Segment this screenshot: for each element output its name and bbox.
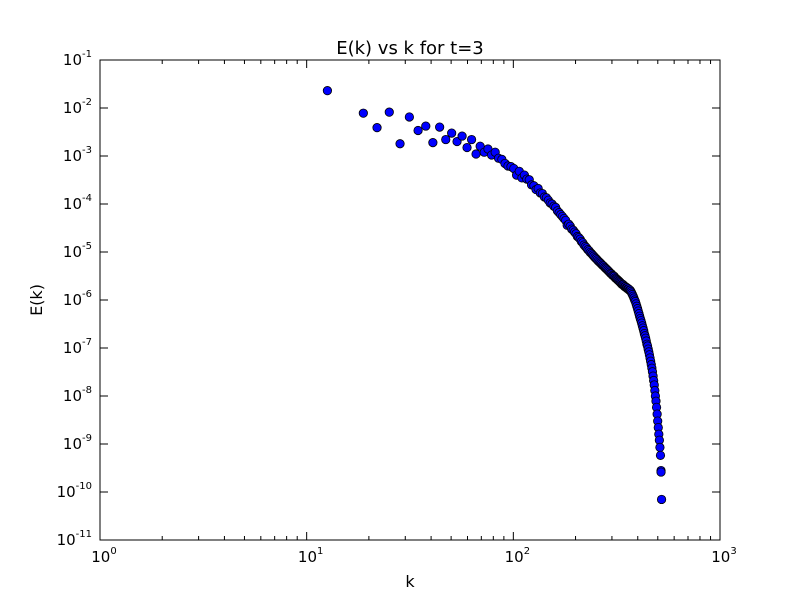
x-tick-label: 100 bbox=[91, 546, 116, 566]
data-point bbox=[428, 138, 438, 148]
y-tick-label: 10-11 bbox=[57, 529, 92, 549]
y-tick-label: 10-2 bbox=[63, 97, 92, 117]
y-tick-label: 10-1 bbox=[63, 49, 92, 69]
data-point bbox=[447, 128, 457, 138]
y-tick-label: 10-9 bbox=[63, 433, 92, 453]
data-point bbox=[655, 442, 665, 452]
data-point bbox=[404, 112, 414, 122]
x-tick-label: 102 bbox=[505, 546, 530, 566]
data-point bbox=[462, 142, 472, 153]
plot-area bbox=[99, 59, 721, 541]
data-point bbox=[466, 134, 477, 145]
x-tick-label: 103 bbox=[711, 546, 736, 566]
y-tick-label: 10-5 bbox=[63, 241, 92, 261]
y-tick-label: 10-10 bbox=[57, 481, 92, 501]
data-point bbox=[322, 86, 333, 96]
data-point bbox=[358, 108, 368, 118]
data-points bbox=[322, 86, 667, 505]
data-point bbox=[656, 467, 666, 477]
data-point bbox=[457, 131, 467, 141]
y-tick-label: 10-8 bbox=[63, 385, 92, 405]
data-point bbox=[435, 122, 445, 132]
data-point bbox=[656, 494, 667, 505]
data-point bbox=[372, 123, 382, 133]
data-point bbox=[384, 107, 394, 117]
data-point bbox=[421, 121, 431, 131]
y-tick-label: 10-7 bbox=[63, 337, 92, 357]
chart-title: E(k) vs k for t=3 bbox=[336, 38, 484, 59]
y-tick-label: 10-3 bbox=[63, 145, 92, 165]
y-tick-label: 10-6 bbox=[63, 289, 92, 309]
y-tick-label: 10-4 bbox=[63, 193, 92, 213]
data-point bbox=[471, 149, 481, 159]
data-point bbox=[655, 450, 666, 460]
x-axis-label: k bbox=[405, 572, 415, 591]
data-point bbox=[441, 134, 451, 145]
data-point bbox=[395, 139, 405, 149]
data-point bbox=[413, 125, 423, 136]
x-tick-label: 101 bbox=[298, 546, 323, 566]
y-axis-label: E(k) bbox=[27, 284, 46, 316]
axis-ticks: 100 101 102 103 10-11 10-10 10-9 10-8 10-7 10-6 10… bbox=[57, 49, 737, 566]
